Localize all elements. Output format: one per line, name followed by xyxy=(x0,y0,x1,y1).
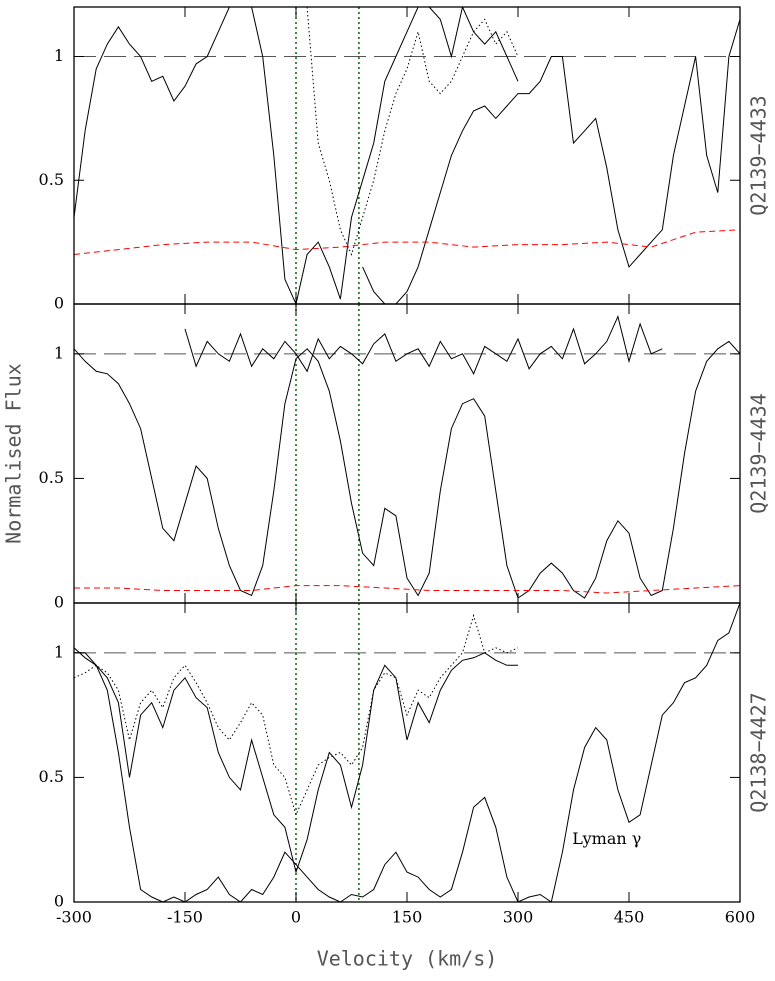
x-tick-label: 150 xyxy=(392,908,423,927)
panel-label: Q2139−4433 xyxy=(747,95,771,215)
spectrum-line xyxy=(74,647,518,874)
x-tick-label: 600 xyxy=(725,908,756,927)
x-tick-label: 450 xyxy=(614,908,645,927)
spectrum-line xyxy=(74,229,740,255)
spectrum-line xyxy=(74,613,519,817)
y-tick-label: 0 xyxy=(54,593,64,612)
y-tick-label: 0 xyxy=(54,892,64,911)
x-tick-label: 0 xyxy=(291,908,301,927)
annotation: Lyman γ xyxy=(572,829,641,848)
spectrum-line xyxy=(362,19,740,304)
plot-area xyxy=(74,304,740,603)
panel-label: Q2139−4434 xyxy=(747,393,771,513)
panel-frame xyxy=(73,602,741,903)
spectrum-line xyxy=(74,340,740,599)
x-tick-label: 300 xyxy=(503,908,534,927)
plot-area xyxy=(74,7,740,304)
y-tick-label: 1 xyxy=(54,46,64,65)
y-tick-label: 1 xyxy=(54,642,64,661)
y-tick-label: 0.5 xyxy=(39,767,64,786)
y-tick-label: 0.5 xyxy=(39,170,64,189)
x-tick-label: -150 xyxy=(167,908,203,927)
y-axis-title: Normalised Flux xyxy=(2,363,26,544)
spectrum-line xyxy=(74,7,519,304)
y-tick-label: 1 xyxy=(54,343,64,362)
x-axis-title: Velocity (km/s) xyxy=(317,947,498,971)
panel-frame xyxy=(73,6,741,305)
panel-frame xyxy=(73,303,741,604)
spectrum-line xyxy=(184,314,663,375)
plot-area xyxy=(74,603,740,902)
y-tick-label: 0.5 xyxy=(39,468,64,487)
y-tick-label: 0 xyxy=(54,294,64,313)
panel-label: Q2138−4427 xyxy=(747,692,771,812)
spectrum-line xyxy=(306,7,519,256)
x-tick-label: -300 xyxy=(56,908,92,927)
spectrum-line xyxy=(74,585,740,594)
spectrum-line xyxy=(74,603,740,902)
